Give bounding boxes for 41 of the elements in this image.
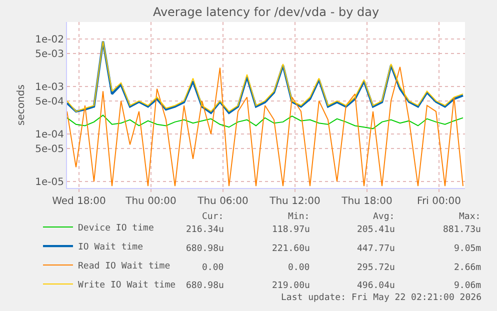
- y-axis-title: seconds: [16, 84, 28, 126]
- text: 680.98u: [186, 281, 224, 291]
- text: 680.98u: [186, 244, 224, 254]
- y-tick-label: 5e-03: [35, 48, 64, 60]
- text: 496.04u: [357, 281, 395, 291]
- y-tick-label: 1e-03: [35, 82, 64, 94]
- legend-label: Read IO Wait time: [78, 262, 170, 272]
- text: Avg:: [373, 212, 395, 222]
- text: Last update: Fri May 22 02:21:00 2026: [281, 293, 482, 303]
- x-tick-label: Thu 06:00: [196, 196, 248, 207]
- y-tick-label: 5e-05: [35, 144, 64, 155]
- x-tick-label: Thu 12:00: [268, 196, 320, 207]
- x-tick-label: Wed 18:00: [52, 196, 106, 207]
- y-tick-label: 1e-04: [35, 130, 64, 141]
- text: 881.73u: [443, 225, 481, 235]
- text: 205.41u: [357, 225, 395, 235]
- text: 295.72u: [357, 263, 395, 273]
- x-tick-label: Fri 00:00: [417, 196, 461, 207]
- x-tick-label: Thu 00:00: [124, 196, 176, 207]
- text: 9.05m: [454, 244, 482, 254]
- text: 118.97u: [272, 225, 310, 235]
- text: 9.06m: [454, 281, 482, 291]
- chart-title: Average latency for /dev/vda - by day: [152, 5, 380, 20]
- text: 221.60u: [272, 244, 310, 254]
- legend-label: Write IO Wait time: [78, 280, 176, 291]
- text: 0.00: [288, 263, 310, 273]
- text: 0.00: [202, 263, 224, 273]
- y-tick-label: 1e-05: [35, 177, 64, 188]
- text: Min:: [288, 212, 310, 222]
- y-tick-label: 5e-04: [35, 96, 64, 108]
- y-tick-label: 1e-02: [35, 34, 64, 46]
- x-tick-label: Thu 18:00: [340, 196, 392, 207]
- line-series: [67, 114, 464, 130]
- text: 216.34u: [186, 225, 224, 235]
- text: Cur:: [202, 212, 224, 222]
- legend-label: Device IO time: [78, 224, 154, 234]
- text: 447.77u: [357, 244, 395, 254]
- text: 219.00u: [272, 281, 310, 291]
- legend-label: IO Wait time: [78, 242, 144, 253]
- text: Max:: [459, 212, 481, 222]
- text: 2.66m: [454, 263, 482, 273]
